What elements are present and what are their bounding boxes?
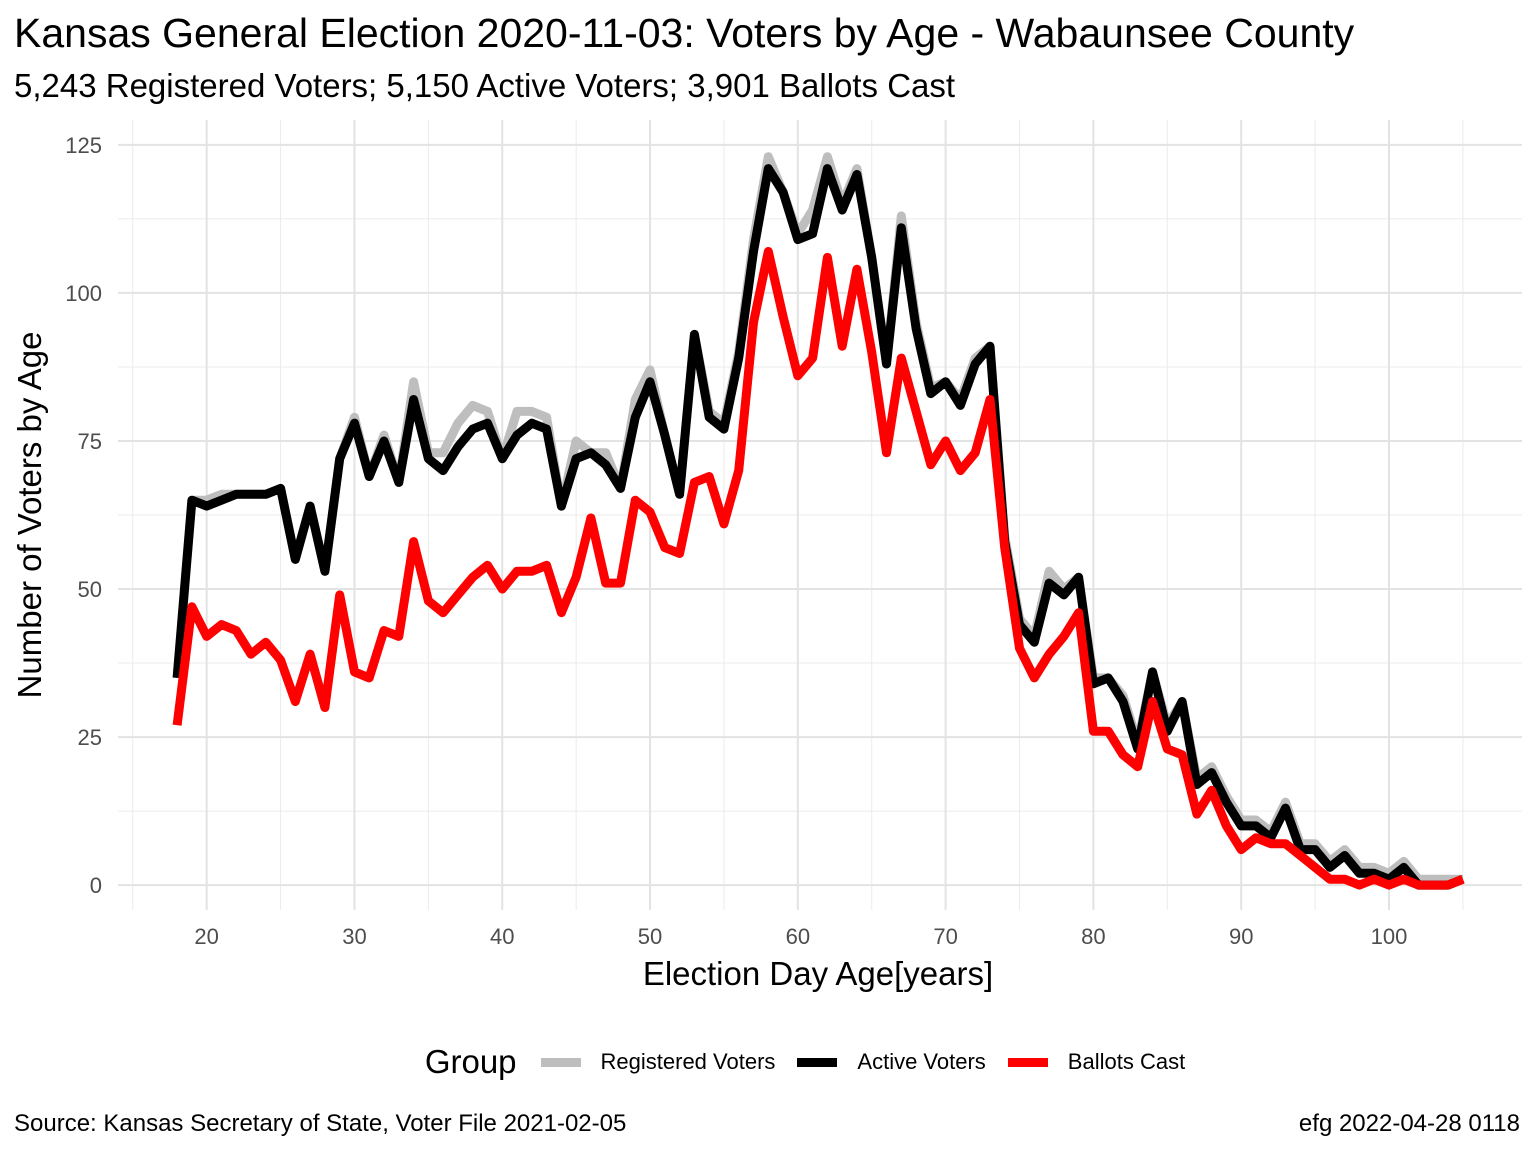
x-tick-label: 60 <box>786 924 810 949</box>
x-tick-label: 40 <box>490 924 514 949</box>
credit-caption: efg 2022-04-28 0118 <box>1298 1110 1520 1137</box>
y-tick-label: 75 <box>78 429 102 454</box>
series-line-active-voters <box>172 164 1465 890</box>
x-tick-label: 30 <box>342 924 366 949</box>
y-tick-label: 125 <box>65 133 102 158</box>
legend-swatch-ballots <box>1007 1057 1048 1067</box>
legend-item-active: Active Voters <box>797 1049 986 1075</box>
legend-swatch-registered <box>540 1057 581 1067</box>
x-tick-label: 90 <box>1229 924 1253 949</box>
x-tick-labels: 20 30 40 50 60 70 80 90 100 <box>194 924 1407 949</box>
line-chart: 0 25 50 75 100 125 20 30 40 50 60 70 80 90 100 <box>65 120 1522 949</box>
legend-item-registered: Registered Voters <box>540 1049 776 1075</box>
x-tick-label: 100 <box>1371 924 1408 949</box>
legend-swatch-active <box>797 1057 838 1067</box>
legend-item-ballots: Ballots Cast <box>1007 1049 1186 1075</box>
chart-title: Kansas General Election 2020-11-03: Vote… <box>14 10 1355 56</box>
y-tick-label: 25 <box>78 725 102 750</box>
y-tick-label: 0 <box>90 873 102 898</box>
x-axis-label: Election Day Age[years] <box>642 955 994 992</box>
series-line-ballots-cast <box>172 247 1465 890</box>
legend-label-active: Active Voters <box>857 1049 986 1074</box>
legend: Group Registered Voters Active Voters Ba… <box>0 1040 1536 1084</box>
y-tick-label: 50 <box>78 577 102 602</box>
legend-label-ballots: Ballots Cast <box>1067 1049 1186 1074</box>
chart-subtitle: 5,243 Registered Voters; 5,150 Active Vo… <box>14 67 956 104</box>
source-caption: Source: Kansas Secretary of State, Voter… <box>14 1110 627 1137</box>
y-tick-labels: 0 25 50 75 100 125 <box>65 133 102 898</box>
legend-title: Group <box>424 1043 517 1080</box>
legend-label-registered: Registered Voters <box>600 1049 776 1074</box>
y-axis-label: Number of Voters by Age <box>11 331 48 699</box>
x-tick-label: 50 <box>638 924 662 949</box>
x-tick-label: 80 <box>1081 924 1105 949</box>
x-tick-label: 20 <box>194 924 218 949</box>
x-tick-label: 70 <box>933 924 957 949</box>
series-lines <box>172 152 1465 890</box>
y-tick-label: 100 <box>65 281 102 306</box>
series-line-registered-voters <box>172 152 1463 884</box>
